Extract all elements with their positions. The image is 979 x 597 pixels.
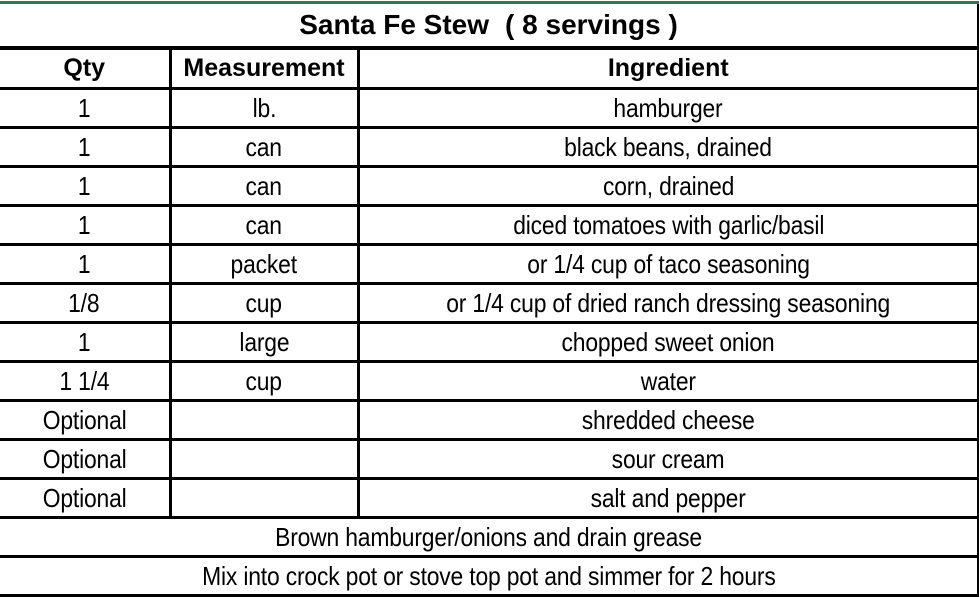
qty-cell: 1 <box>0 166 170 207</box>
qty-cell: 1 <box>0 244 170 285</box>
measurement-cell: cup <box>168 361 358 402</box>
ingredient-cell: shredded cheese <box>356 400 979 441</box>
ingredient-cell: black beans, drained <box>356 127 979 168</box>
qty-cell: Optional <box>0 478 170 519</box>
measurement-cell: large <box>168 322 358 363</box>
qty-cell: 1 <box>0 88 170 129</box>
header-row: Qty Measurement Ingredient <box>0 48 979 90</box>
ingredient-cell: chopped sweet onion <box>356 322 979 363</box>
measurement-cell <box>168 400 358 441</box>
table-row: 1 packet or 1/4 cup of taco seasoning <box>0 244 979 285</box>
table-row: Optional salt and pepper <box>0 478 979 519</box>
measurement-cell <box>168 478 358 519</box>
title-row: Santa Fe Stew ( 8 servings ) <box>0 4 979 50</box>
instruction-row-1: Brown hamburger/onions and drain grease <box>0 517 979 558</box>
measurement-cell <box>168 439 358 480</box>
instruction-cell: Mix into crock pot or stove top pot and … <box>0 556 979 597</box>
measurement-cell: can <box>168 166 358 207</box>
recipe-table: Santa Fe Stew ( 8 servings ) Qty Measurem… <box>0 4 979 597</box>
qty-cell: Optional <box>0 400 170 441</box>
ingredient-cell: or 1/4 cup of taco seasoning <box>356 244 979 285</box>
instruction-cell: Brown hamburger/onions and drain grease <box>0 517 979 558</box>
instruction-row-2: Mix into crock pot or stove top pot and … <box>0 556 979 597</box>
measurement-column-header: Measurement <box>168 48 358 90</box>
table-row: 1 lb. hamburger <box>0 88 979 129</box>
recipe-title: Santa Fe Stew <box>299 9 490 40</box>
table-row: Optional shredded cheese <box>0 400 979 441</box>
ingredient-cell: salt and pepper <box>356 478 979 519</box>
qty-cell: 1 <box>0 322 170 363</box>
measurement-cell: packet <box>168 244 358 285</box>
ingredient-column-header: Ingredient <box>356 48 979 90</box>
measurement-cell: can <box>168 127 358 168</box>
qty-cell: 1/8 <box>0 283 170 324</box>
ingredient-cell: water <box>356 361 979 402</box>
table-row: 1 can diced tomatoes with garlic/basil <box>0 205 979 246</box>
table-row: 1/8 cup or 1/4 cup of dried ranch dressi… <box>0 283 979 324</box>
table-row: Optional sour cream <box>0 439 979 480</box>
measurement-cell: lb. <box>168 88 358 129</box>
ingredient-cell: sour cream <box>356 439 979 480</box>
ingredient-cell: or 1/4 cup of dried ranch dressing seaso… <box>356 283 979 324</box>
servings-label: ( 8 servings ) <box>505 9 678 40</box>
green-top-rule <box>0 1 979 4</box>
title-cell: Santa Fe Stew ( 8 servings ) <box>0 4 979 50</box>
table-row: 1 can corn, drained <box>0 166 979 207</box>
ingredient-cell: diced tomatoes with garlic/basil <box>356 205 979 246</box>
measurement-cell: can <box>168 205 358 246</box>
measurement-cell: cup <box>168 283 358 324</box>
table-row: 1 can black beans, drained <box>0 127 979 168</box>
ingredient-cell: corn, drained <box>356 166 979 207</box>
qty-column-header: Qty <box>0 48 170 90</box>
ingredient-cell: hamburger <box>356 88 979 129</box>
qty-cell: 1 1/4 <box>0 361 170 402</box>
table-row: 1 large chopped sweet onion <box>0 322 979 363</box>
qty-cell: 1 <box>0 205 170 246</box>
qty-cell: 1 <box>0 127 170 168</box>
qty-cell: Optional <box>0 439 170 480</box>
table-row: 1 1/4 cup water <box>0 361 979 402</box>
